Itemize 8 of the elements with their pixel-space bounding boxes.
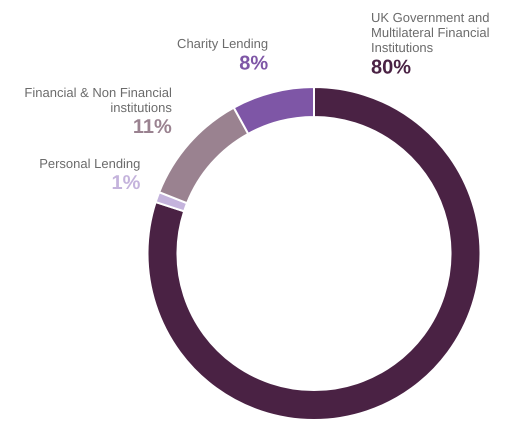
- slice-label: UK Government and Multilateral Financial Institutions: [371, 10, 490, 56]
- slice-label: Charity Lending: [177, 36, 268, 52]
- slice-label: Financial & Non Financial institutions: [24, 84, 172, 115]
- data-label: 1%: [112, 172, 141, 194]
- slice-label: Personal Lending: [39, 156, 140, 171]
- data-label: 11%: [132, 116, 172, 138]
- data-label: 80%: [371, 56, 412, 79]
- data-label: 8%: [239, 52, 268, 74]
